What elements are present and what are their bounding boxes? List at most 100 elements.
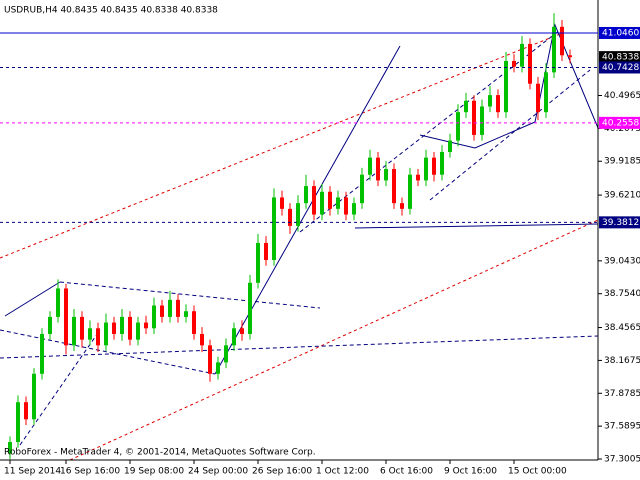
candle-body <box>24 402 28 420</box>
candle-body <box>552 26 556 73</box>
candle-body <box>320 191 324 215</box>
candle-body <box>288 208 292 226</box>
x-tick-label: 6 Oct 16:00 <box>380 467 433 477</box>
candle-body <box>312 186 316 215</box>
candle-body <box>328 191 332 209</box>
price-label-box <box>599 61 640 74</box>
price-label-box <box>599 216 640 229</box>
y-tick-label: 38.4565 <box>604 323 640 333</box>
candle-body <box>80 316 84 340</box>
candle-body <box>144 322 148 329</box>
candle-body <box>168 299 172 317</box>
triangle-line <box>0 329 216 375</box>
candle-body <box>160 305 164 317</box>
plot <box>8 13 572 460</box>
candle-body <box>184 311 188 317</box>
candle-body <box>272 197 276 261</box>
candle-body <box>256 242 260 283</box>
price-label-box <box>599 26 640 39</box>
candle-body <box>64 288 68 346</box>
candle-body <box>384 169 388 181</box>
candle-body <box>360 174 364 204</box>
candle-body <box>152 305 156 329</box>
wave-line <box>19 329 101 446</box>
candle-body <box>176 299 180 317</box>
candle-body <box>120 316 124 334</box>
candle-body <box>376 157 380 181</box>
candle-body <box>536 83 540 113</box>
candle-body <box>232 328 236 346</box>
candle-body <box>192 311 196 334</box>
chart-title: USDRUB,H4 40.8435 40.8435 40.8338 40.833… <box>4 6 218 16</box>
channel-line <box>69 219 599 461</box>
candle-body <box>528 43 532 84</box>
candle-body <box>88 328 92 340</box>
candle-body <box>560 26 564 56</box>
forecast-line <box>419 23 599 149</box>
level-segment <box>354 223 599 229</box>
candle-body <box>128 316 132 340</box>
candle-body <box>32 373 36 420</box>
candle-body <box>296 203 300 226</box>
candle-body <box>408 174 412 209</box>
price-label-box <box>599 51 640 64</box>
candle-body <box>240 328 244 334</box>
candle-body <box>48 316 52 334</box>
x-tick-label: 19 Sep 08:00 <box>124 467 184 477</box>
candle-body <box>472 100 476 135</box>
candle-body <box>352 203 356 215</box>
support-line <box>0 335 599 359</box>
candle-body <box>544 72 548 113</box>
candle-body <box>264 242 268 261</box>
candle-body <box>368 157 372 175</box>
candle-body <box>8 442 12 454</box>
y-tick-label: 38.7540 <box>604 289 640 299</box>
candle-body <box>96 328 100 346</box>
price-label: 40.2558 <box>602 118 639 128</box>
candle-body <box>72 316 76 346</box>
x-tick-label: 16 Sep 16:00 <box>60 467 120 477</box>
x-tick-label: 24 Sep 00:00 <box>188 467 248 477</box>
price-label-box <box>599 116 640 129</box>
x-tick-label: 11 Sep 2014 <box>4 467 61 477</box>
candle-body <box>520 43 524 67</box>
candle-body <box>216 362 220 374</box>
candle-body <box>464 100 468 113</box>
wave-line <box>4 281 61 317</box>
candle-body <box>56 288 60 317</box>
footer: RoboForex - MetaTrader 4, © 2001-2014, M… <box>4 448 316 458</box>
candle-body <box>280 197 284 209</box>
x-tick-label: 9 Oct 16:00 <box>444 467 497 477</box>
price-label: 40.8338 <box>602 53 639 63</box>
price-label: 39.3812 <box>602 218 639 228</box>
y-tick-label: 39.6210 <box>604 191 640 201</box>
y-tick-label: 37.5895 <box>604 422 640 432</box>
candle-body <box>480 106 484 135</box>
y-tick-label: 37.8785 <box>604 389 640 399</box>
candle-body <box>40 333 44 374</box>
candle-body <box>448 140 452 152</box>
x-tick-label: 26 Sep 16:00 <box>252 467 312 477</box>
candle-body <box>416 174 420 181</box>
candle-body <box>512 60 516 67</box>
candle-body <box>488 95 492 107</box>
candle-body <box>112 322 116 334</box>
triangle-line <box>59 281 321 309</box>
candle-body <box>504 60 508 113</box>
candle-body <box>568 55 572 58</box>
price-label: 41.0460 <box>602 28 639 38</box>
y-tick-label: 40.4965 <box>604 91 640 101</box>
candle-body <box>440 151 444 175</box>
candle-body <box>136 322 140 340</box>
price-label: 40.7428 <box>602 63 639 73</box>
candle-body <box>392 169 396 204</box>
wave-line <box>429 69 591 201</box>
candle-body <box>208 345 212 374</box>
candle-body <box>456 112 460 141</box>
candle-body <box>424 157 428 181</box>
candle-body <box>304 186 308 204</box>
candle-body <box>224 345 228 363</box>
